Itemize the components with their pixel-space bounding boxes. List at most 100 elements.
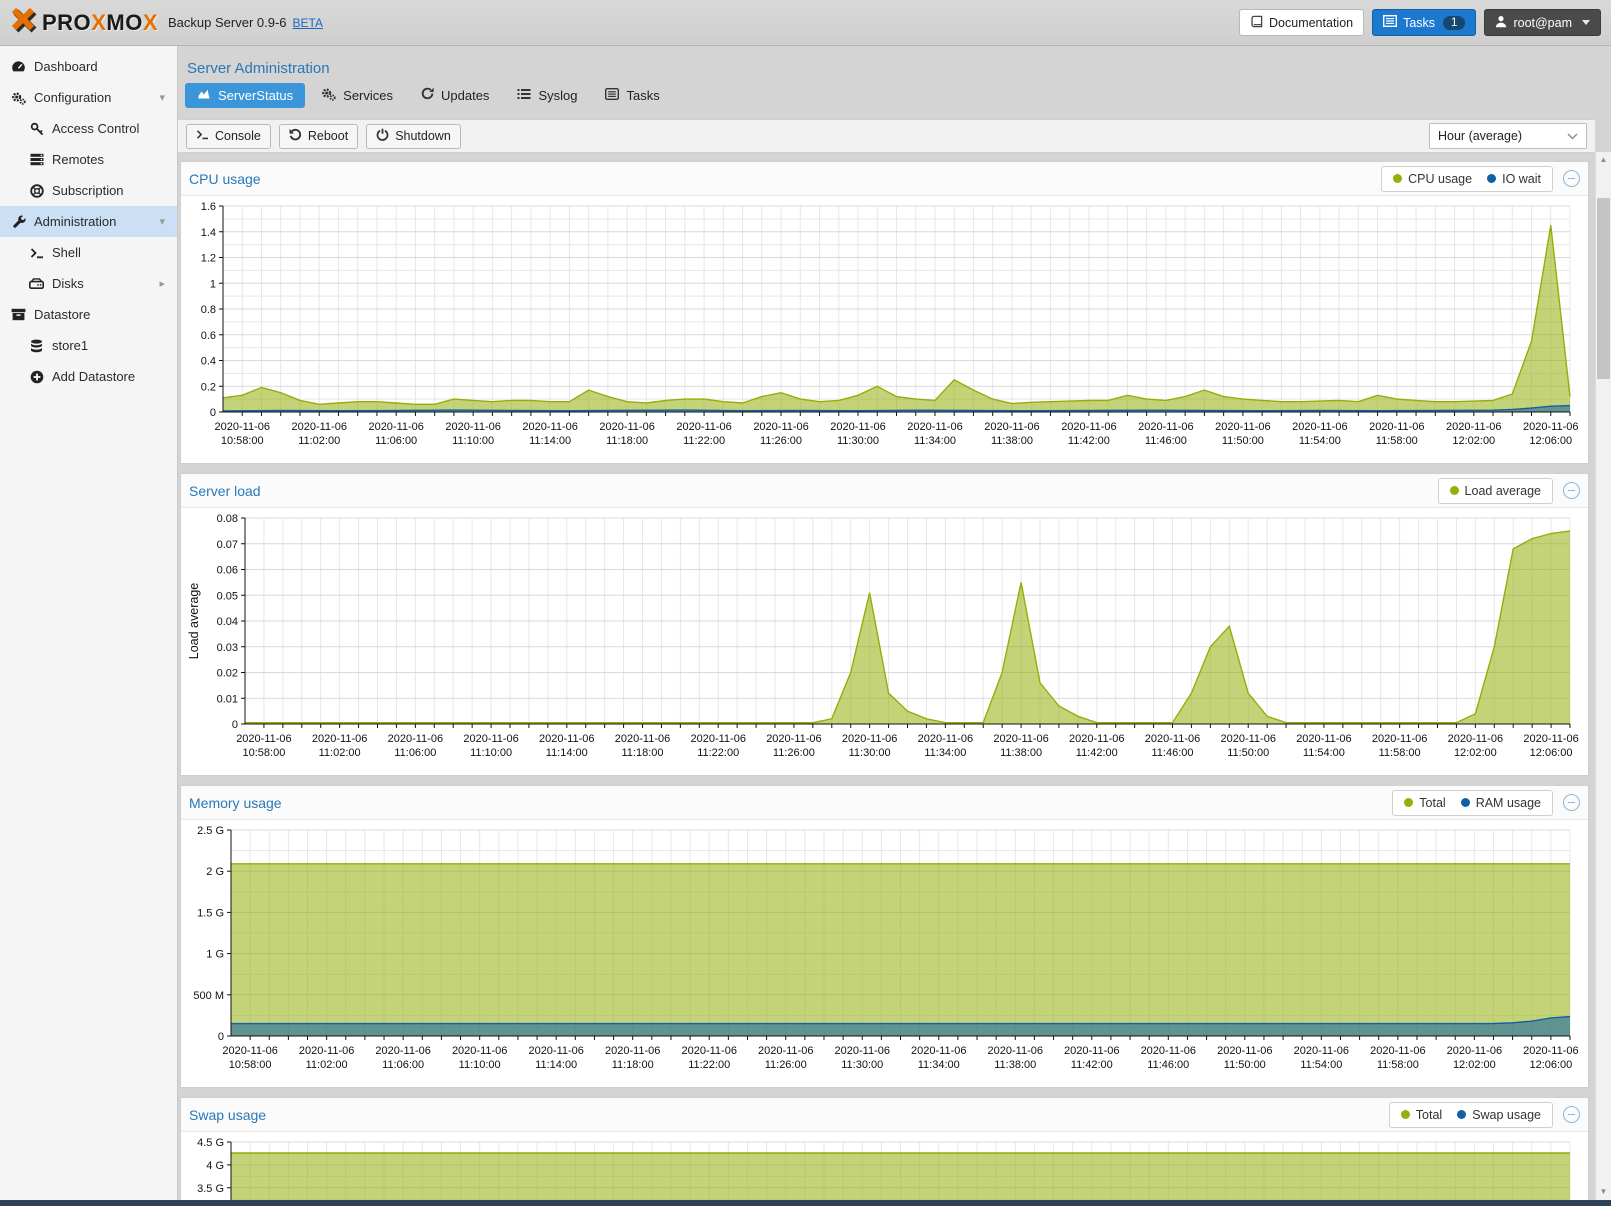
sidebar-item-administration[interactable]: Administration ▾ [0,206,177,237]
charts-area: CPU usage CPU usage IO wait 0 0.2 0.4 0.6 0.… [178,153,1595,1200]
tab-updates[interactable]: Updates [409,82,501,108]
collapse-panel-button[interactable] [1563,482,1580,499]
svg-text:2020-11-06: 2020-11-06 [1369,421,1424,433]
svg-text:2020-11-06: 2020-11-06 [445,421,500,433]
svg-text:2020-11-06: 2020-11-06 [842,733,897,745]
svg-text:1: 1 [210,278,216,290]
sidebar-item-store1[interactable]: store1 [0,330,177,361]
console-button[interactable]: Console [186,123,271,149]
svg-text:11:42:00: 11:42:00 [1076,747,1118,759]
memory-usage-chart: 0 500 M 1 G 1.5 G 2 G 2.5 G 2020-11-06 10:58:00… [193,825,1578,1071]
svg-text:0.4: 0.4 [201,356,216,368]
tab-syslog[interactable]: Syslog [505,83,589,108]
documentation-button[interactable]: Documentation [1239,9,1365,36]
sidebar: Dashboard Configuration ▾ Access Control… [0,46,178,1200]
svg-text:2020-11-06: 2020-11-06 [215,421,270,433]
legend-dot [1487,174,1497,183]
server-load-chart: 0 0.01 0.02 0.03 0.04 0.05 0.06 0.07 0.08 2020-11… [187,513,1579,759]
legend-dot [1449,486,1459,495]
svg-text:11:54:00: 11:54:00 [1299,435,1341,447]
svg-text:0.05: 0.05 [217,590,238,602]
sidebar-item-remotes[interactable]: Remotes [0,144,177,175]
sidebar-item-datastore[interactable]: Datastore [0,299,177,330]
svg-text:11:30:00: 11:30:00 [841,1059,883,1071]
svg-text:11:22:00: 11:22:00 [688,1059,730,1071]
tasks-icon [1383,14,1398,30]
scroll-down-arrow[interactable]: ▼ [1599,1187,1608,1196]
archive-icon [10,308,27,321]
vertical-scrollbar[interactable]: ▲ ▼ [1595,152,1611,1200]
svg-text:11:58:00: 11:58:00 [1379,747,1421,759]
svg-text:0.04: 0.04 [217,616,238,628]
page-title: Server Administration [187,60,330,77]
server-load-legend: Load average [1437,477,1553,504]
area-chart-icon [197,88,211,103]
memory-usage-legend: Total RAM usage [1392,789,1553,816]
tab-serverstatus[interactable]: ServerStatus [185,82,306,108]
svg-text:0: 0 [210,407,216,419]
panel-title: Memory usage [189,794,282,811]
tab-bar: ServerStatus Services Updates Syslog Tas… [178,80,1595,110]
collapse-panel-button[interactable] [1563,170,1580,187]
svg-text:3.5 G: 3.5 G [197,1183,224,1195]
reboot-button[interactable]: Reboot [278,123,359,149]
lifering-icon [28,183,45,198]
shutdown-button[interactable]: Shutdown [366,123,461,149]
svg-text:11:14:00: 11:14:00 [529,435,571,447]
svg-text:11:06:00: 11:06:00 [394,747,436,759]
svg-text:11:30:00: 11:30:00 [837,435,879,447]
svg-text:2020-11-06: 2020-11-06 [988,1045,1043,1057]
sidebar-item-configuration[interactable]: Configuration ▾ [0,82,177,113]
gears-icon [10,91,27,105]
svg-text:1.2: 1.2 [201,253,216,265]
sidebar-item-shell[interactable]: Shell [0,237,177,268]
svg-text:2020-11-06: 2020-11-06 [1215,421,1270,433]
time-range-select[interactable]: Hour (average) [1429,123,1587,149]
svg-text:11:26:00: 11:26:00 [760,435,802,447]
svg-text:2020-11-06: 2020-11-06 [452,1045,507,1057]
svg-text:2020-11-06: 2020-11-06 [528,1045,583,1057]
svg-text:11:22:00: 11:22:00 [697,747,739,759]
svg-text:2.5 G: 2.5 G [197,825,224,837]
svg-text:0.08: 0.08 [217,513,238,525]
svg-text:2020-11-06: 2020-11-06 [236,733,291,745]
svg-text:2020-11-06: 2020-11-06 [1064,1045,1119,1057]
svg-text:10:58:00: 10:58:00 [221,435,264,447]
scroll-up-arrow[interactable]: ▲ [1599,155,1608,164]
svg-text:11:38:00: 11:38:00 [991,435,1033,447]
svg-text:11:30:00: 11:30:00 [849,747,891,759]
chevron-right-icon: ▸ [159,278,165,290]
svg-text:11:18:00: 11:18:00 [606,435,648,447]
user-menu-button[interactable]: root@pam [1484,9,1601,36]
svg-text:2020-11-06: 2020-11-06 [222,1045,277,1057]
svg-text:2020-11-06: 2020-11-06 [605,1045,660,1057]
svg-text:11:46:00: 11:46:00 [1145,435,1187,447]
sidebar-item-subscription[interactable]: Subscription [0,175,177,206]
collapse-panel-button[interactable] [1563,794,1580,811]
svg-text:1 G: 1 G [206,949,224,961]
panel-title: Swap usage [189,1106,267,1123]
panel-title: CPU usage [189,170,261,187]
beta-link[interactable]: BETA [292,15,323,30]
collapse-panel-button[interactable] [1563,1106,1580,1123]
sidebar-item-access-control[interactable]: Access Control [0,113,177,144]
refresh-icon [421,87,434,103]
svg-text:11:02:00: 11:02:00 [306,1059,348,1071]
scrollbar-thumb[interactable] [1597,198,1610,379]
tab-tasks[interactable]: Tasks [593,83,671,108]
svg-text:2020-11-06: 2020-11-06 [463,733,518,745]
svg-text:11:54:00: 11:54:00 [1303,747,1345,759]
sidebar-item-dashboard[interactable]: Dashboard [0,51,177,82]
svg-text:2020-11-06: 2020-11-06 [690,733,745,745]
tab-services[interactable]: Services [309,82,405,109]
svg-text:0.03: 0.03 [217,642,238,654]
svg-text:2020-11-06: 2020-11-06 [368,421,423,433]
tasks-button[interactable]: Tasks 1 [1372,9,1477,36]
svg-text:2020-11-06: 2020-11-06 [1448,733,1503,745]
svg-text:2020-11-06: 2020-11-06 [291,421,346,433]
svg-text:11:50:00: 11:50:00 [1224,1059,1266,1071]
key-icon [28,122,45,136]
svg-text:11:22:00: 11:22:00 [683,435,725,447]
sidebar-item-disks[interactable]: Disks ▸ [0,268,177,299]
sidebar-item-add-datastore[interactable]: Add Datastore [0,361,177,392]
